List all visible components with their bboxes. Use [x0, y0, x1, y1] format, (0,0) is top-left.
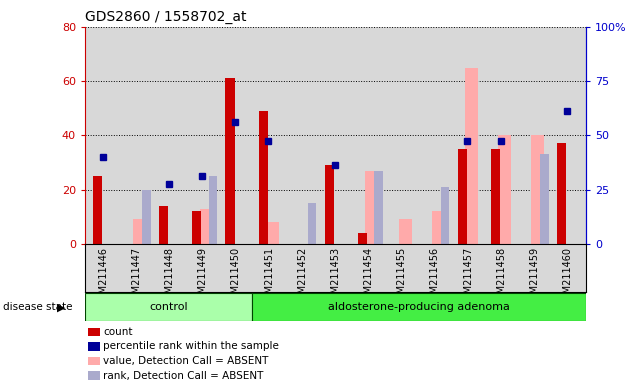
- Text: aldosterone-producing adenoma: aldosterone-producing adenoma: [328, 302, 510, 312]
- Text: ▶: ▶: [57, 302, 65, 312]
- Bar: [192, 211, 202, 244]
- Text: count: count: [103, 327, 133, 337]
- Text: disease state: disease state: [3, 302, 72, 312]
- Bar: [374, 170, 383, 244]
- Bar: [209, 176, 217, 244]
- Bar: [134, 219, 146, 244]
- Bar: [266, 222, 279, 244]
- Text: rank, Detection Call = ABSENT: rank, Detection Call = ABSENT: [103, 371, 264, 381]
- Text: percentile rank within the sample: percentile rank within the sample: [103, 341, 279, 351]
- Bar: [258, 111, 268, 244]
- Bar: [491, 149, 500, 244]
- Bar: [93, 176, 102, 244]
- Bar: [498, 136, 511, 244]
- Bar: [465, 68, 478, 244]
- Bar: [399, 219, 411, 244]
- Bar: [365, 170, 379, 244]
- Bar: [85, 293, 252, 321]
- Bar: [432, 211, 445, 244]
- Bar: [531, 136, 544, 244]
- Bar: [226, 78, 234, 244]
- Bar: [142, 190, 151, 244]
- Bar: [457, 149, 467, 244]
- Bar: [252, 293, 586, 321]
- Bar: [557, 144, 566, 244]
- Bar: [159, 206, 168, 244]
- Bar: [441, 187, 449, 244]
- Bar: [308, 203, 316, 244]
- Bar: [541, 154, 549, 244]
- Text: GDS2860 / 1558702_at: GDS2860 / 1558702_at: [85, 10, 246, 25]
- Bar: [358, 233, 367, 244]
- Text: value, Detection Call = ABSENT: value, Detection Call = ABSENT: [103, 356, 268, 366]
- Bar: [325, 165, 334, 244]
- Text: control: control: [149, 302, 188, 312]
- Bar: [200, 209, 212, 244]
